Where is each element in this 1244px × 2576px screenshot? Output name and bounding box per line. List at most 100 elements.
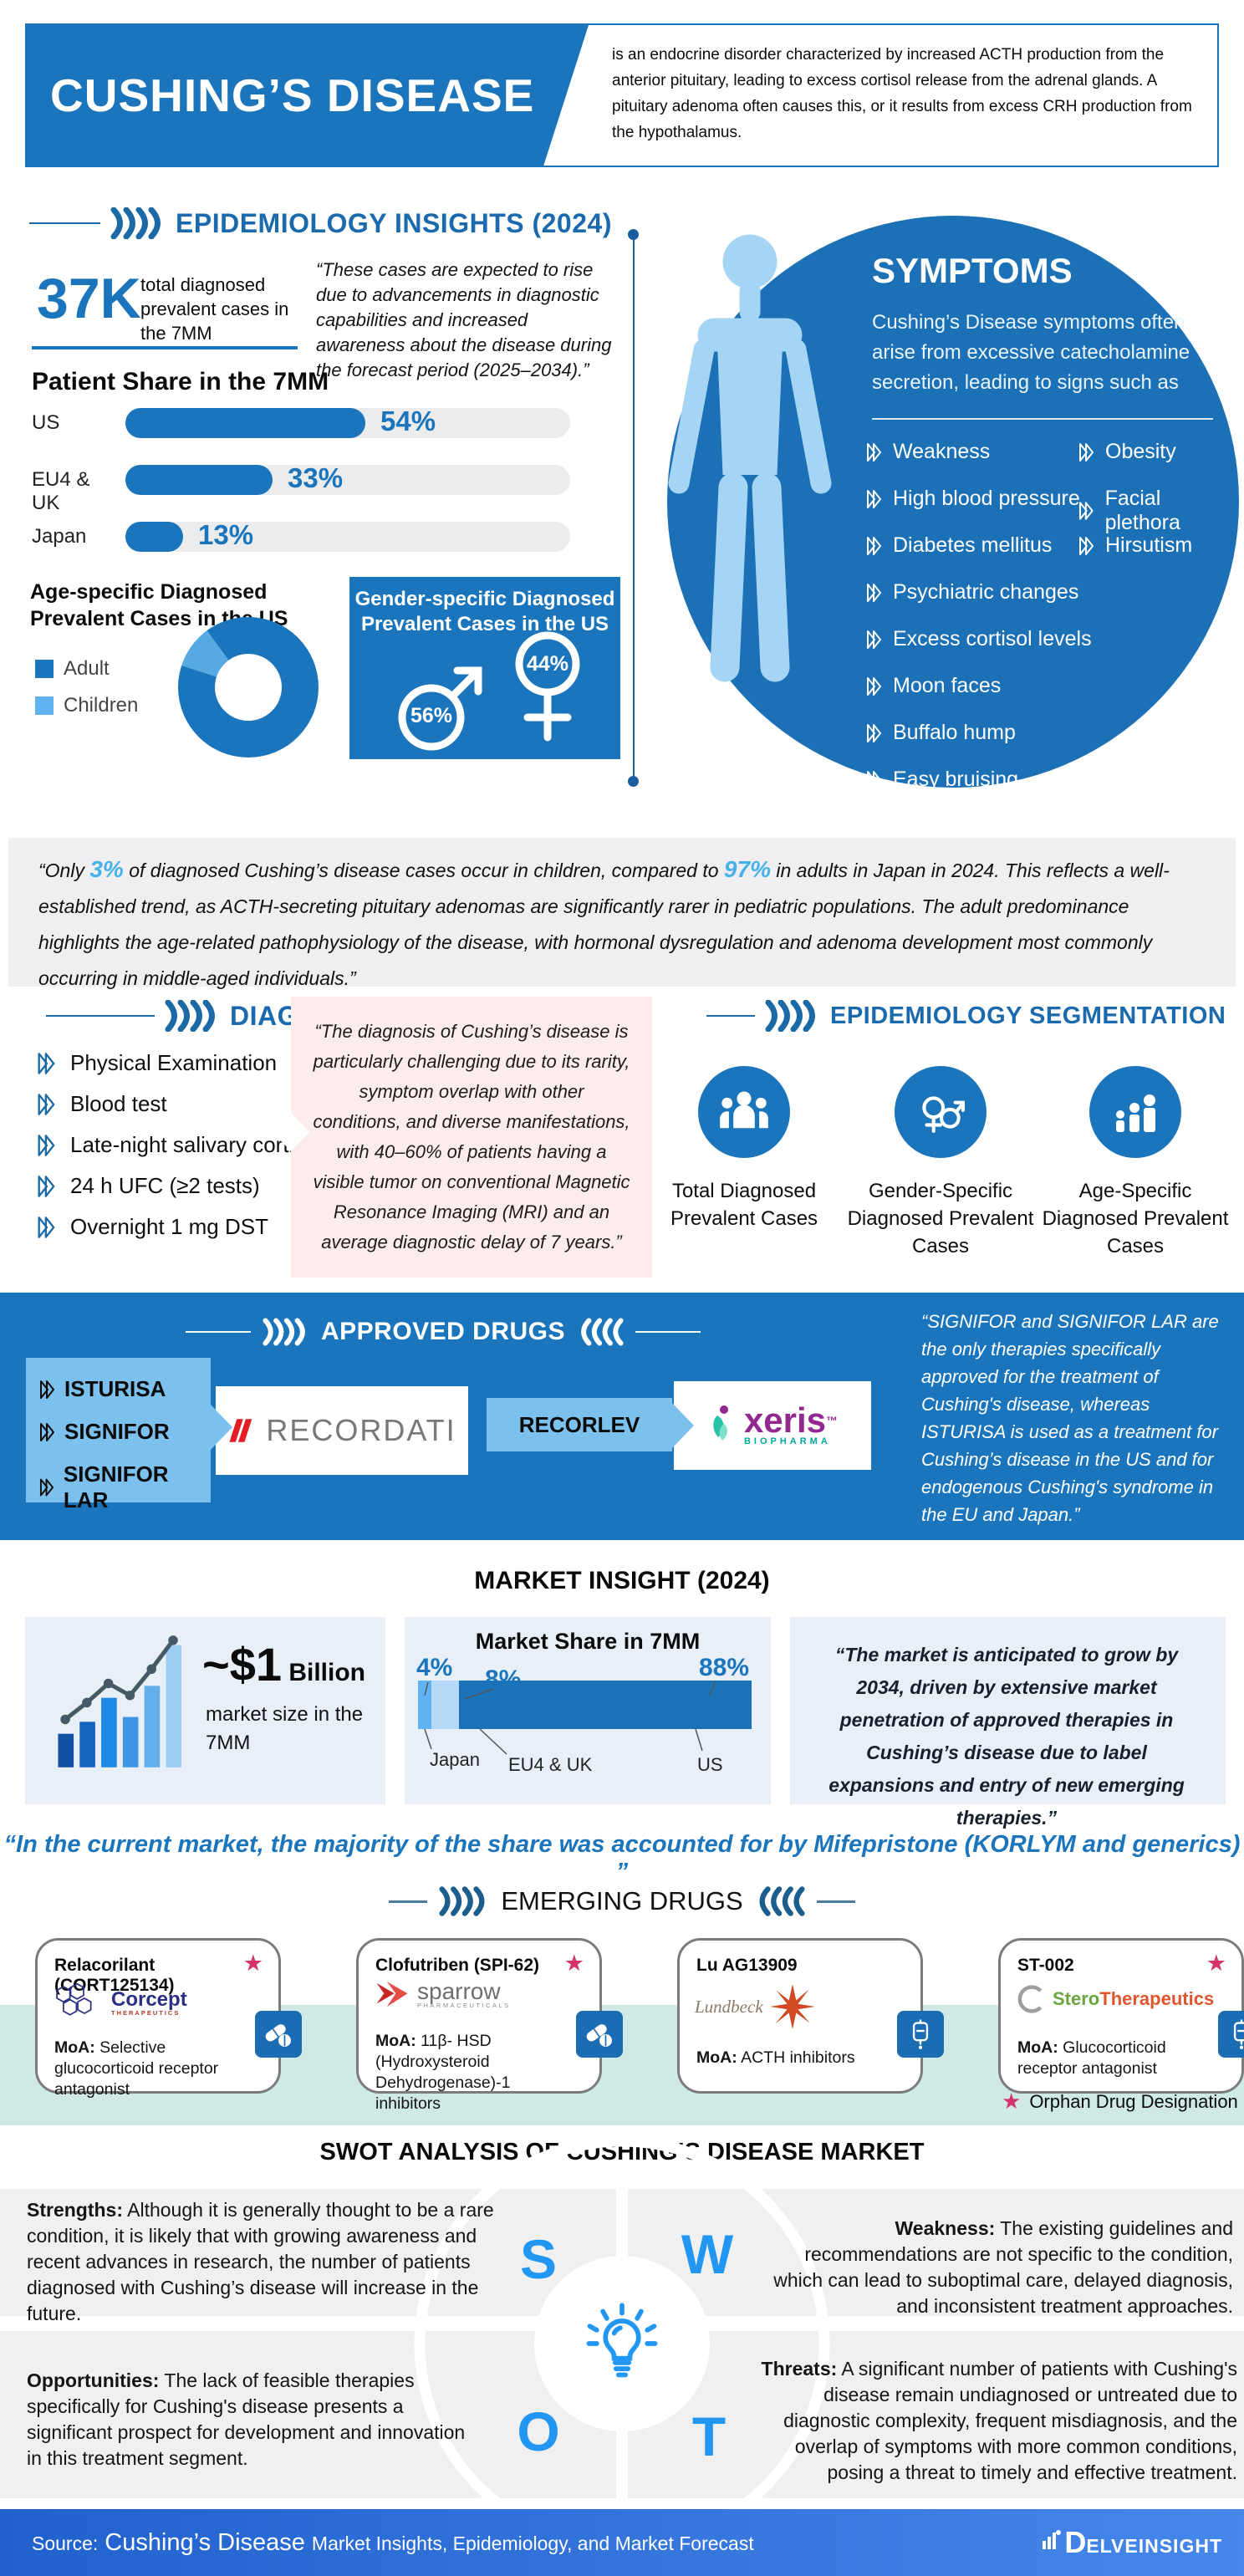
symptom-label: Buffalo hump — [893, 721, 1016, 744]
weakness-label: Weakness: — [895, 2217, 996, 2239]
source-disease: Cushing’s Disease — [105, 2528, 305, 2556]
source-line: Source: Cushing’s Disease Market Insight… — [32, 2529, 754, 2557]
orphan-star-icon — [564, 1951, 584, 1977]
emerging-card-clofutriben: Clofutriben (SPI-62) sparrow PHARMACEUTI… — [356, 1938, 623, 2113]
market-size-value: ~$1 Billion — [202, 1637, 365, 1691]
emerging-card-relacorilant: Relacorilant (CORT125134) Corcept THERAP… — [35, 1938, 302, 2099]
patient-share-title: Patient Share in the 7MM — [32, 368, 329, 395]
moa-text: MoA: ACTH inhibitors — [696, 2048, 882, 2068]
header-banner: CUSHING’S DISEASE is an endocrine disord… — [25, 23, 1219, 167]
diagnosis-item: Physical Examination — [37, 1050, 277, 1076]
moa-text: MoA: 11β- HSD (Hydroxysteroid Dehydrogen… — [375, 2031, 561, 2114]
chevrons-icon — [263, 1318, 305, 1346]
starburst-icon — [769, 1984, 815, 2029]
bar-japan: 13% — [125, 519, 570, 552]
bar-label-japan: Japan — [32, 525, 87, 548]
stat-total-cases-label: total diagnosed prevalent cases in the 7… — [140, 274, 289, 344]
diagnosis-item: Overnight 1 mg DST — [37, 1214, 268, 1240]
approved-drug-list: ISTURISA SIGNIFOR SIGNIFOR LAR — [26, 1358, 211, 1512]
recorlev-label: RECORLEV — [487, 1398, 672, 1451]
recordati-logo-box: RECORDATI — [216, 1386, 468, 1475]
mifepristone-quote: “In the current market, the majority of … — [3, 1831, 1241, 1885]
emerging-card-st002: ST-002 SteroTherapeutics MoA: Glucocorti… — [998, 1938, 1244, 2094]
recordati-mark-icon — [229, 1419, 252, 1442]
legend-swatch-adult — [35, 660, 54, 678]
symptom-item: High blood pressure — [866, 487, 1080, 511]
share-eu4uk-label: EU4 & UK — [508, 1754, 593, 1775]
company-name-part1: Stero — [1053, 1988, 1100, 2009]
moa-value: 11β- HSD (Hydroxysteroid Dehydrogenase)-… — [375, 2032, 511, 2113]
decorative-line — [29, 222, 100, 224]
bird-icon — [376, 1982, 408, 2007]
decorative-line — [635, 1331, 701, 1333]
source-label: Source: — [32, 2532, 99, 2554]
iv-bag-icon — [1218, 2011, 1244, 2058]
market-size-unit: Billion — [282, 1659, 365, 1686]
decorative-line — [706, 1015, 755, 1017]
connector-dot — [628, 229, 639, 240]
diagnosis-item: 24 h UFC (≥2 tests) — [37, 1173, 260, 1199]
decorative-line — [816, 1900, 855, 1903]
section-title: APPROVED DRUGS — [320, 1318, 566, 1345]
strengths-text: Although it is generally thought to be a… — [27, 2199, 494, 2324]
iv-bag-icon — [912, 2019, 929, 2049]
swot-opportunities: Opportunities: The lack of feasible ther… — [27, 2368, 478, 2471]
bar-fill-us — [125, 408, 365, 438]
symptom-label: Diabetes mellitus — [893, 533, 1053, 557]
moa-value: Glucocorticoid receptor antagonist — [1017, 2038, 1166, 2078]
swot-letter-w: W — [681, 2223, 734, 2285]
chevron-bullet-icon — [38, 1093, 55, 1115]
stat-total-cases: 37K — [37, 267, 141, 330]
bar-value-us: 54% — [380, 406, 436, 436]
xeris-mark-icon — [713, 1405, 728, 1441]
section-title: EPIDEMIOLOGY SEGMENTATION — [830, 1002, 1226, 1029]
symptom-label: Hirsutism — [1105, 533, 1193, 557]
bar-fill-eu4uk — [125, 465, 273, 495]
orphan-star-icon — [243, 1951, 263, 1977]
male-percentage: 56% — [410, 704, 453, 727]
share-us-label: US — [697, 1754, 723, 1775]
segment-label: Gender-Specific Diagnosed Prevalent Case… — [847, 1180, 1034, 1257]
quote-text: in adults in Japan in 2024. This reflect… — [38, 860, 1170, 989]
share-us-pct: 88% — [699, 1654, 750, 1681]
moa-label: MoA: — [1017, 2038, 1058, 2057]
swot-letter-t: T — [691, 2405, 727, 2467]
chevrons-icon — [759, 1886, 805, 1916]
chevron-bullet-icon — [867, 442, 881, 462]
chevron-bullet-icon — [38, 1216, 55, 1238]
section-epidemiology-insights: EPIDEMIOLOGY INSIGHTS (2024) — [29, 207, 612, 239]
header-title-block: CUSHING’S DISEASE — [27, 25, 589, 166]
strengths-label: Strengths: — [27, 2199, 123, 2221]
company-name: Corcept — [111, 1987, 187, 2011]
orphan-star-icon — [1002, 2089, 1021, 2114]
female-percentage: 44% — [526, 652, 569, 676]
legend-label-children: Children — [64, 694, 139, 717]
diagnosis-label: Physical Examination — [70, 1050, 278, 1075]
children-percent: 3% — [89, 856, 124, 882]
symptom-item: Hirsutism — [1078, 533, 1192, 558]
drug-name: Clofutriben (SPI-62) — [375, 1956, 540, 1975]
donut-hole — [215, 654, 282, 721]
symptom-label: High blood pressure — [893, 487, 1080, 510]
divider-line — [32, 346, 298, 349]
symptom-item: Excess cortisol levels — [866, 627, 1092, 651]
symptom-item: Obesity — [1078, 440, 1176, 464]
drug-name: Lu AG13909 — [696, 1956, 798, 1975]
market-insight-title: MARKET INSIGHT (2024) — [474, 1567, 770, 1594]
symptom-label: Psychiatric changes — [893, 580, 1079, 604]
drug-item: SIGNIFOR — [39, 1419, 170, 1445]
chevrons-icon — [110, 207, 161, 239]
symptom-label: Easy bruising — [893, 768, 1019, 791]
moa-value: Selective glucocorticoid receptor antago… — [54, 2038, 219, 2099]
threats-text: A significant number of patients with Cu… — [783, 2358, 1237, 2483]
section-approved-drugs: APPROVED DRUGS — [0, 1318, 886, 1346]
drug-name: ISTURISA — [64, 1376, 166, 1401]
swot-weakness: Weakness: The existing guidelines and re… — [752, 2216, 1233, 2319]
swot-strengths: Strengths: Although it is generally thou… — [27, 2197, 495, 2327]
decorative-line — [389, 1900, 428, 1903]
chevrons-icon — [165, 1000, 215, 1032]
symptom-item: Psychiatric changes — [866, 580, 1078, 604]
legend-children: Children — [35, 694, 138, 717]
gender-specific-icon — [895, 1066, 987, 1158]
